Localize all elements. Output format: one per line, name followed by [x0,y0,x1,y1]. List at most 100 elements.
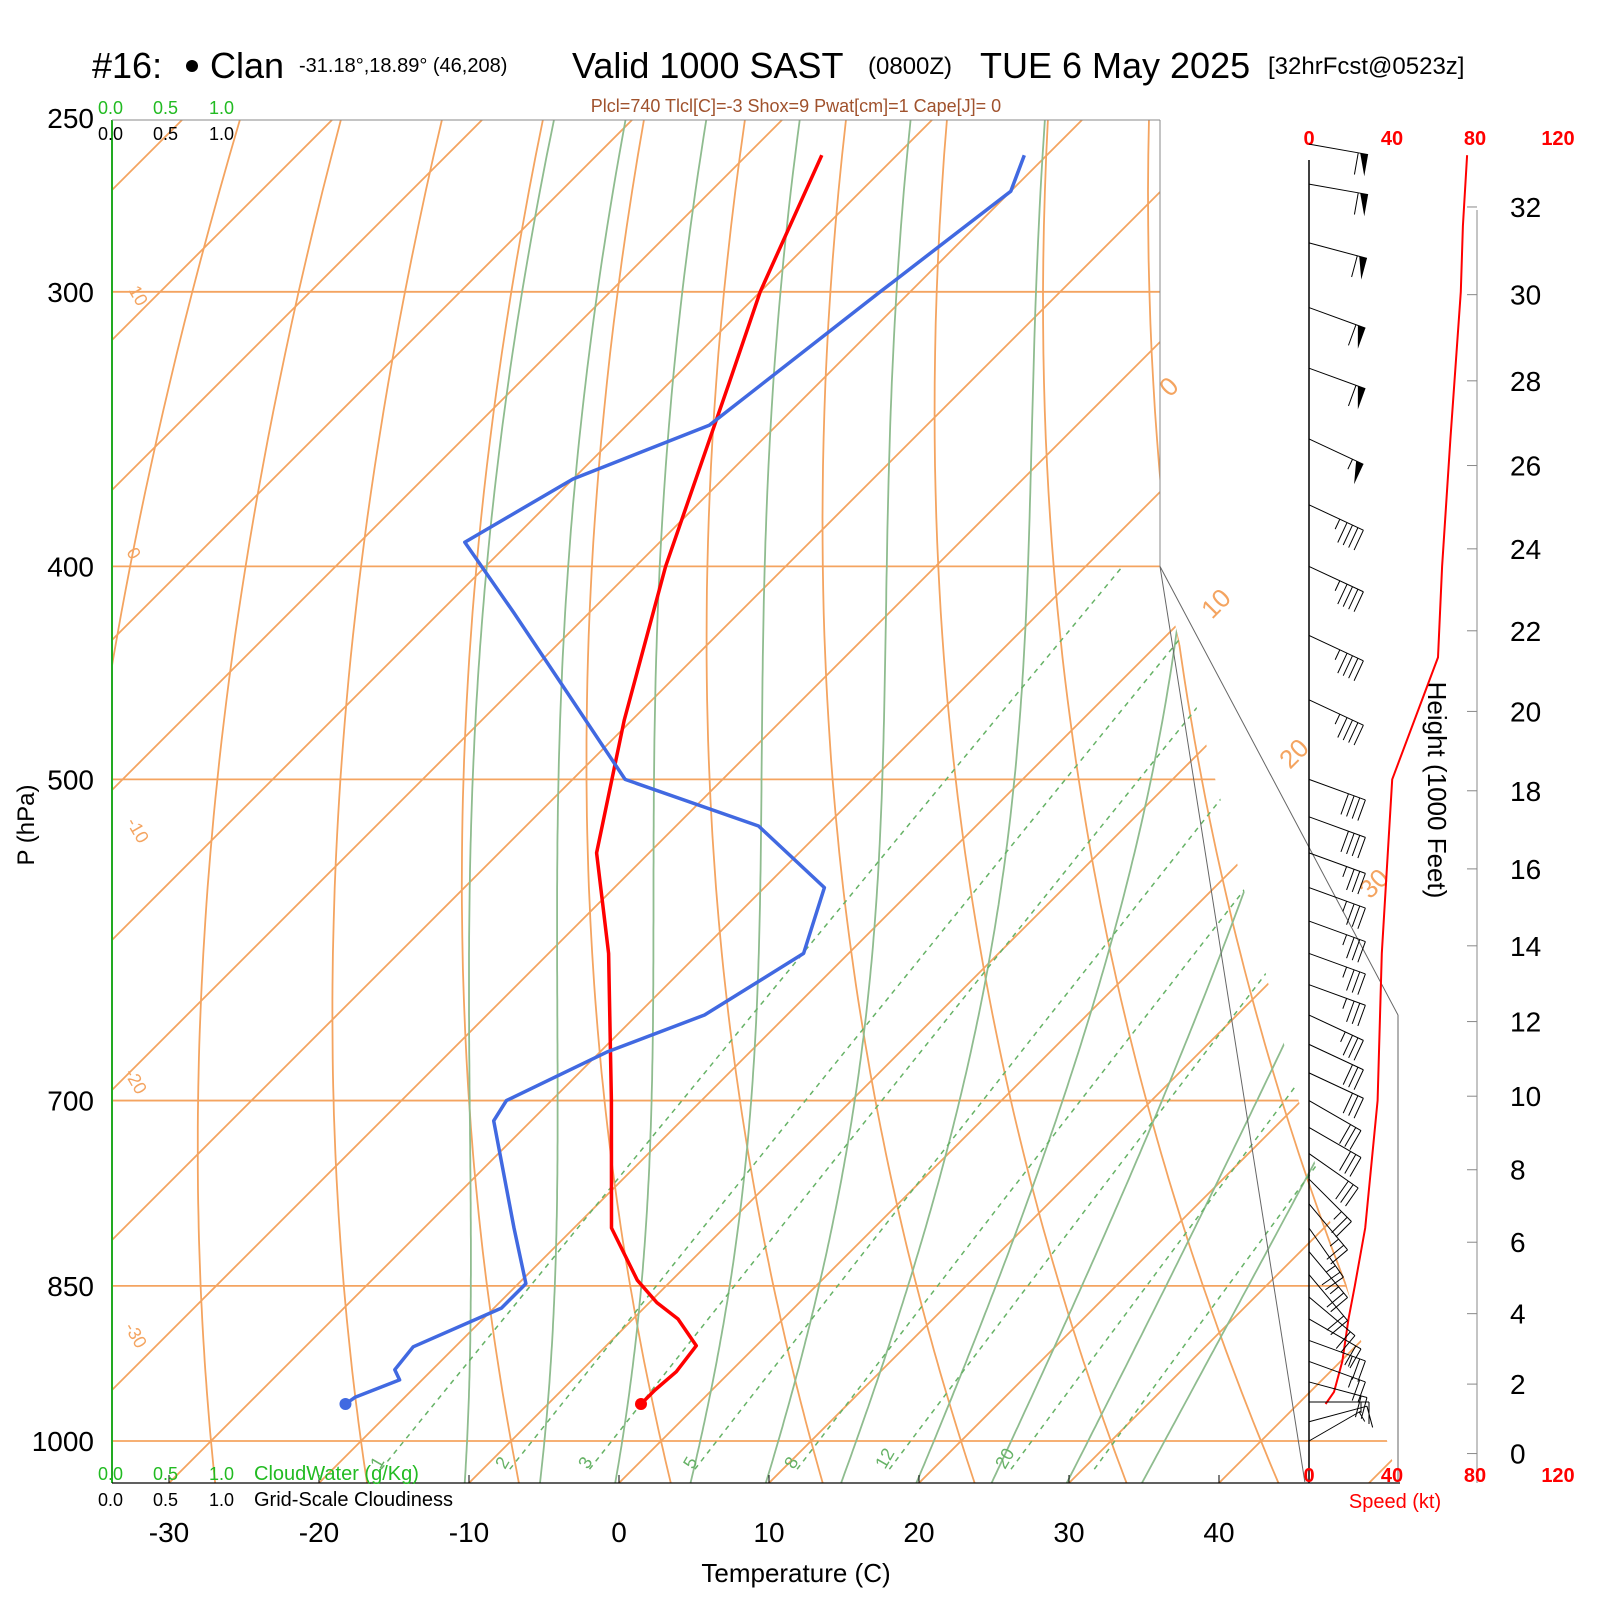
speed-axis-title: Speed (kt) [1349,1491,1441,1513]
wind-barb-half [1329,1238,1339,1247]
isotherm-label: 0 [123,544,145,563]
wind-barb-staff [1308,699,1364,726]
wind-barb-flag [1357,325,1366,349]
wind-barb-full [1351,835,1361,857]
wind-barb [1308,1318,1362,1369]
wind-barb-full [1342,1035,1353,1056]
wind-barb-half [1347,1355,1353,1367]
wind-barb [1308,367,1366,410]
wind-barb-full [1351,971,1361,993]
wind-barb-half [1326,1265,1336,1273]
wind-barb-full [1353,591,1364,612]
isotherm-label: -10 [123,814,153,847]
height-tick-label: 22 [1510,616,1541,647]
x-tick-label: 30 [1053,1517,1084,1548]
wind-barb [1308,1203,1348,1265]
isotherm-label: 10 [1195,583,1237,625]
dewpoint-profile [344,154,1026,1406]
wind-barb [1308,1381,1368,1419]
wind-barb-staff [1308,1127,1362,1158]
wind-barb-half [1334,580,1341,591]
wind-barb-full [1346,1000,1355,1022]
wind-barb-full [1348,1095,1359,1116]
wind-barb [1308,816,1366,859]
wind-barb [1308,143,1369,177]
x-tick-label: -20 [299,1517,339,1548]
isotherm-line [112,120,1383,1483]
wind-barb-full [1347,324,1357,346]
dry-adiabat [1147,120,1398,1483]
wind-barb-full [1342,586,1353,607]
wind-barb-staff [1308,242,1368,259]
mixing-ratio-line [509,565,1240,1470]
wind-barb-full [1357,907,1366,929]
wind-barb-full [1351,797,1361,819]
wind-barb-full [1339,1151,1352,1171]
station-coords: -31.18°,18.89° (46,208) [299,55,507,77]
height-tick-label: 24 [1510,534,1541,565]
pressure-tick-500: 500 [47,764,94,795]
wind-barb-full [1353,192,1359,215]
wind-barb-full [1340,1184,1354,1203]
wind-barb [1308,242,1368,280]
wind-barb-full [1353,660,1364,681]
wind-barb-full [1326,1244,1345,1260]
wind-barb [1308,1405,1374,1428]
isotherm-line [112,120,1083,1483]
dry-adiabat [196,120,353,1483]
cloud-water-scale-top: 1.0 [209,98,234,118]
speed-tick-bottom: 120 [1541,1465,1574,1487]
wind-barb [1308,699,1364,746]
mixing-ratio-line [694,565,1398,1470]
wind-barb [1308,852,1366,895]
wind-barb [1308,504,1364,551]
wind-barb-staff [1308,1318,1362,1350]
wind-barb-full [1357,837,1366,859]
wind-barb-full [1344,1154,1357,1174]
wind-barb-half [1334,649,1341,660]
wind-barb-full [1342,524,1353,546]
height-tick-label: 32 [1510,192,1541,223]
wind-barb [1308,1100,1362,1150]
wind-barb-staff [1308,952,1366,975]
isotherm-line [168,120,1398,1483]
diagonal-edge [1159,566,1399,1016]
temperature-profile-surface-point [634,1398,647,1411]
wind-barb [1308,1360,1366,1403]
isotherm-label: -30 [121,1319,151,1352]
cloudiness-scale-top: 1.0 [209,124,234,144]
wind-barb-full [1351,905,1361,927]
x-tick-label: 40 [1203,1517,1234,1548]
valid-date: TUE 6 May 2025 [980,45,1250,86]
dry-adiabat [705,120,825,1483]
cloudiness-scale-bottom: 1.0 [209,1490,234,1510]
wind-barb-full [1357,941,1366,963]
pressure-tick-400: 400 [47,551,94,582]
wind-barb-full [1346,903,1355,925]
height-tick-label: 20 [1510,696,1541,727]
isotherm-line [918,120,1398,1483]
speed-tick-top: 0 [1303,128,1314,150]
cloudiness-scale-bottom: 0.0 [98,1490,123,1510]
diagonal-edge-inner [1159,566,1306,1484]
wind-barb-staff [1308,778,1366,801]
forecast-info: [32hrFcst@0523z] [1268,53,1464,80]
wind-barb-staff [1308,1014,1364,1041]
height-tick-label: 16 [1510,854,1541,885]
wind-barb-staff [1308,504,1364,531]
wind-barb [1308,1251,1348,1313]
moist-adiabat [838,120,1049,1483]
wind-barb [1308,1043,1364,1090]
wind-barb-half [1334,518,1341,530]
dry-adiabat [933,120,1130,1483]
wind-barb-full [1325,1276,1344,1291]
wind-barb-full [1351,1379,1361,1401]
wind-barb-full [1342,1092,1353,1114]
mixing-ratio-line [380,565,1124,1470]
wind-barb-full [1330,1249,1348,1265]
wind-barb-full [1349,1348,1362,1369]
wind-barb-full [1337,583,1348,605]
wind-barb [1308,1274,1348,1336]
isotherm-line [112,120,633,1483]
wind-barb-staff [1308,1251,1348,1298]
